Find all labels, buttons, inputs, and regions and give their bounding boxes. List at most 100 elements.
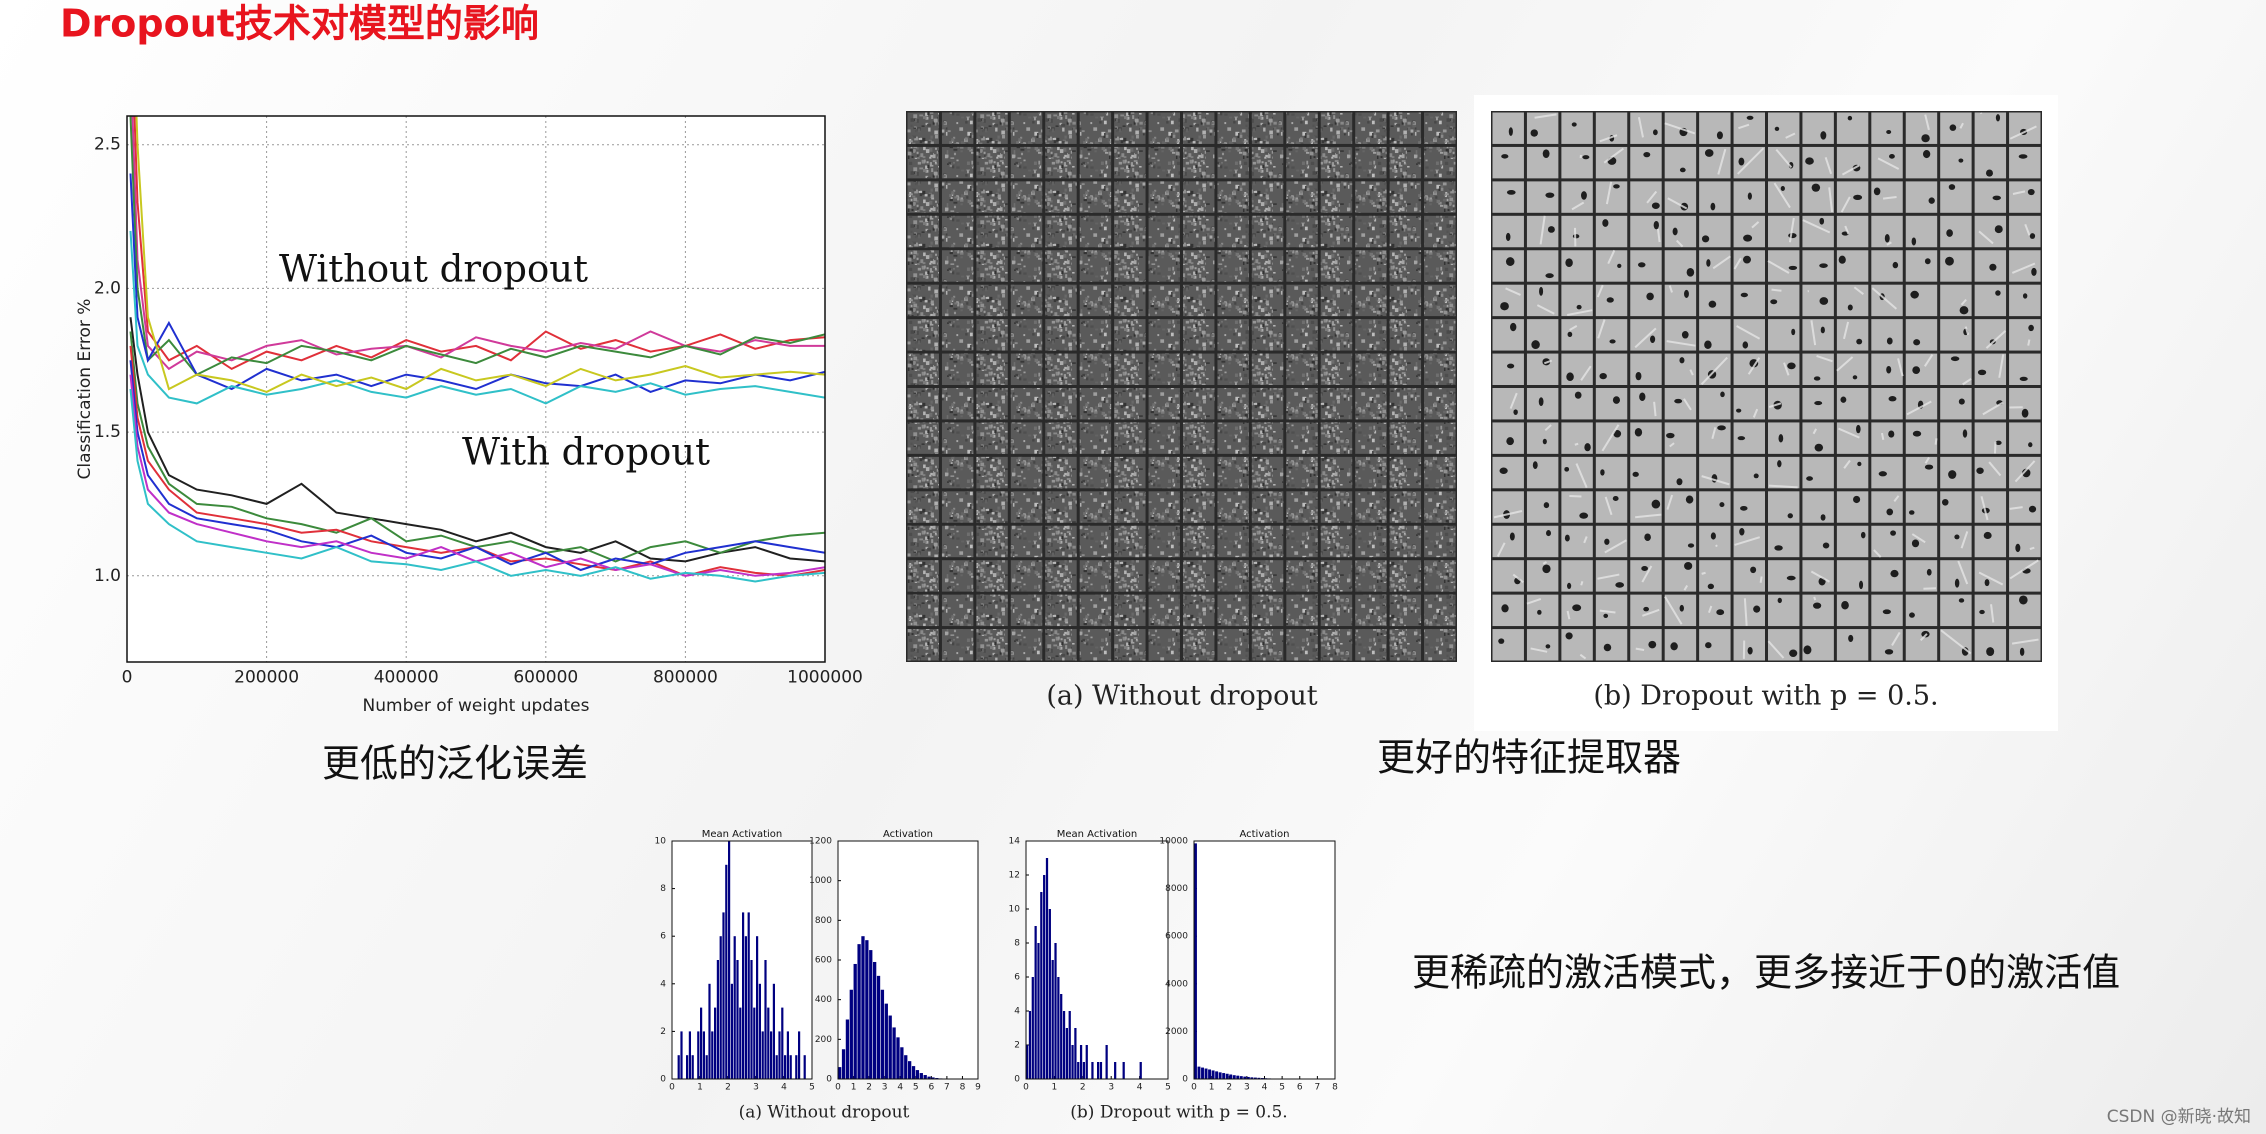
filter-spot xyxy=(1686,267,1695,277)
filter-tile xyxy=(1561,456,1593,489)
filter-tile-texture xyxy=(1251,284,1284,317)
filter-spot xyxy=(1962,429,1968,438)
filter-tile-texture xyxy=(907,560,939,592)
filter-tile-texture xyxy=(1079,215,1112,248)
filter-tile xyxy=(1664,284,1697,317)
histogram-bar xyxy=(795,1055,798,1079)
y-tick-label: 4 xyxy=(1014,1007,1020,1017)
filter-tile-texture xyxy=(1251,181,1284,213)
histogram-bar xyxy=(1054,943,1057,1079)
filter-spot xyxy=(1687,543,1695,548)
filter-tile xyxy=(1836,388,1869,420)
filter-tile xyxy=(2009,215,2041,248)
filter-spot xyxy=(1819,217,1825,225)
filter-spot xyxy=(1706,259,1711,267)
filter-tile xyxy=(1526,594,1559,627)
filter-stroke xyxy=(1566,610,1571,620)
filter-spot xyxy=(1613,184,1620,189)
caption-label: 更低的泛化误差 xyxy=(322,742,588,786)
filter-tile-texture xyxy=(1355,181,1387,213)
filter-tile-texture xyxy=(941,284,974,317)
filter-tile xyxy=(1733,594,1765,627)
filter-stroke xyxy=(1959,122,1964,129)
filter-tile xyxy=(1561,560,1593,592)
filter-tile xyxy=(1630,284,1662,317)
filter-tile-texture xyxy=(1217,146,1249,179)
filter-spot xyxy=(1538,397,1544,407)
slide-title: Dropout技术对模型的影响 xyxy=(60,2,539,46)
filter-tile-texture xyxy=(1148,388,1180,420)
plot-frame xyxy=(1193,840,1336,1080)
filter-spot xyxy=(1545,192,1555,198)
filter-tile-texture xyxy=(1010,560,1043,592)
filter-spot xyxy=(1509,532,1515,541)
filter-tile xyxy=(1768,456,1800,489)
filter-tile-texture xyxy=(976,456,1008,489)
histogram-bar xyxy=(1031,977,1034,1079)
filter-spot xyxy=(1985,169,1993,177)
filter-stroke xyxy=(1635,647,1645,651)
filter-tile-texture xyxy=(1010,215,1043,248)
filter-spot xyxy=(1600,469,1605,476)
filter-tile xyxy=(1664,525,1697,558)
filter-tile-texture xyxy=(1183,250,1215,282)
filter-stroke xyxy=(1736,325,1761,340)
histogram-bar xyxy=(1194,843,1197,1079)
filter-tile-texture xyxy=(1079,319,1112,351)
histogram-bar xyxy=(725,864,728,1079)
line-series xyxy=(129,317,825,563)
histogram-bar xyxy=(853,963,857,1079)
filter-tile-texture xyxy=(1183,560,1215,592)
filter-tile xyxy=(1733,491,1765,523)
filter-tile-texture xyxy=(1424,491,1456,523)
filter-tile xyxy=(1768,560,1800,592)
plot-frame xyxy=(837,840,979,1080)
y-tick-label: 1200 xyxy=(809,837,832,847)
filter-stroke xyxy=(1828,187,1834,213)
filter-tile-texture xyxy=(1183,629,1215,661)
filter-tile xyxy=(1699,629,1731,661)
filter-tile-texture xyxy=(1320,250,1353,282)
filter-tile xyxy=(1526,181,1559,213)
x-tick-label: 4 xyxy=(781,1083,787,1093)
filter-spot xyxy=(1701,235,1710,243)
filter-tile-texture xyxy=(907,388,939,420)
filter-spot xyxy=(1537,609,1542,615)
filter-tile xyxy=(1492,250,1524,282)
filter-tile-texture xyxy=(1320,112,1353,144)
filter-tile-texture xyxy=(1079,388,1112,420)
filter-tile xyxy=(1492,319,1524,351)
filter-spot xyxy=(1994,225,2003,234)
filter-stroke xyxy=(1964,326,1970,336)
y-axis-label: Classification Error % xyxy=(75,299,95,480)
plot-area xyxy=(1194,841,1335,1079)
histogram-bar xyxy=(888,1015,892,1079)
filter-tile xyxy=(1699,146,1731,179)
filter-tile-texture xyxy=(907,491,939,523)
filter-spot xyxy=(1567,582,1572,590)
filter-spot xyxy=(1892,261,1899,269)
filter-tile xyxy=(1630,353,1662,385)
filter-tile-texture xyxy=(1148,525,1180,558)
filter-tile xyxy=(1630,250,1662,282)
filter-spot xyxy=(1984,579,1990,587)
filter-spot xyxy=(1506,437,1514,446)
filter-tile-texture xyxy=(976,629,1008,661)
histogram-bar xyxy=(1048,909,1051,1079)
filter-tile-texture xyxy=(1424,525,1456,558)
filter-stroke xyxy=(1990,604,1995,623)
filter-tile-texture xyxy=(1424,560,1456,592)
x-tick-label: 0 xyxy=(1191,1083,1197,1093)
filter-tile-texture xyxy=(1355,491,1387,523)
filter-stroke xyxy=(1715,544,1718,548)
histogram-bar xyxy=(838,1067,842,1079)
filter-tile xyxy=(1492,456,1524,489)
filter-tile xyxy=(1699,594,1731,627)
filter-spot xyxy=(1878,471,1887,477)
filter-tile-texture xyxy=(1251,146,1284,179)
filter-stroke xyxy=(1838,427,1860,439)
filter-stroke xyxy=(1604,496,1613,516)
filter-tile xyxy=(1836,250,1869,282)
filter-tile-texture xyxy=(1045,594,1077,627)
filter-tile-texture xyxy=(1389,388,1422,420)
